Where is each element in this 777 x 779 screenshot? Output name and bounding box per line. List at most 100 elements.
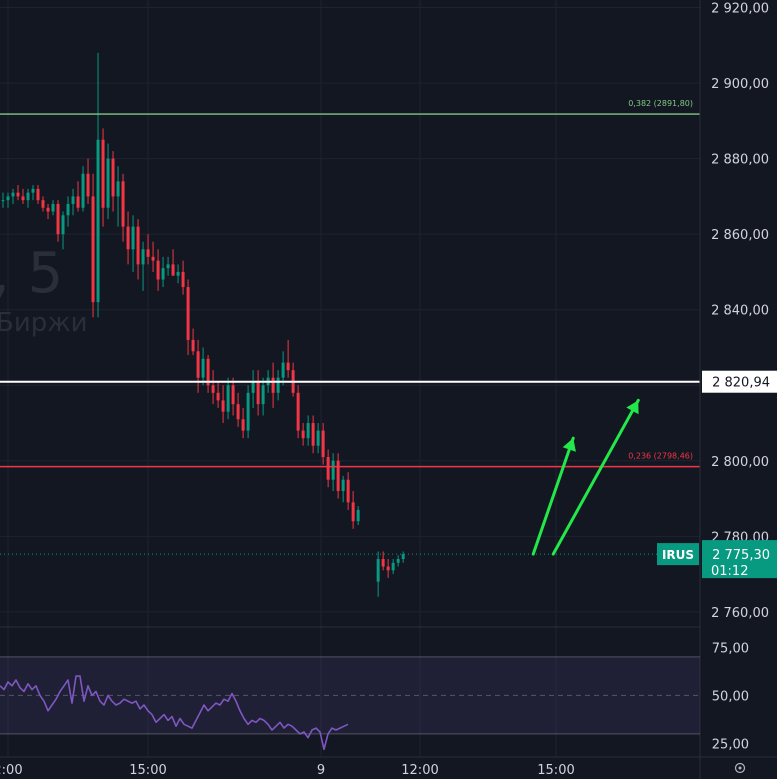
candle-body	[236, 404, 240, 420]
candle	[101, 128, 105, 227]
oscillator-tick-label: 25,00	[712, 738, 749, 753]
candle	[136, 219, 140, 280]
candle	[166, 256, 170, 276]
candle-body	[241, 419, 245, 431]
candle-body	[131, 226, 135, 250]
candle	[386, 559, 390, 578]
candle-body	[331, 460, 335, 480]
candle	[281, 351, 285, 386]
candle-body	[6, 196, 10, 201]
price-tick-label: 2 800,00	[711, 455, 769, 470]
candle	[56, 200, 60, 242]
candle-body	[246, 392, 250, 431]
candle-body	[31, 188, 35, 193]
candle	[116, 166, 120, 227]
candle-body	[311, 423, 315, 446]
candle	[206, 355, 210, 393]
candle	[256, 370, 260, 416]
candle	[356, 506, 360, 526]
trend-arrow[interactable]	[531, 436, 576, 556]
candle-body	[391, 562, 395, 571]
settings-icon[interactable]	[734, 762, 746, 774]
price-tick-label: 2 760,00	[711, 606, 769, 621]
candle-body	[56, 203, 60, 235]
candle-body	[346, 479, 350, 503]
candle	[246, 385, 250, 439]
candle	[271, 362, 275, 408]
candle-body	[381, 559, 385, 567]
candle-body	[286, 362, 290, 371]
candle	[201, 347, 205, 386]
candle-body	[301, 430, 305, 439]
candle-body	[206, 358, 210, 386]
candle-body	[151, 256, 155, 261]
candle-body	[176, 271, 180, 276]
candle-body	[231, 385, 235, 405]
time-tick-label: 2:00	[0, 763, 23, 778]
price-tick-label: 2 880,00	[711, 153, 769, 168]
candle-body	[11, 192, 15, 197]
candle-body	[351, 502, 355, 522]
candle-body	[81, 173, 85, 208]
candle	[296, 385, 300, 439]
candle	[31, 185, 35, 201]
trend-arrow[interactable]	[551, 398, 640, 556]
candle-body	[1, 200, 5, 202]
candle	[171, 249, 175, 276]
candle	[341, 475, 345, 503]
candle-body	[186, 287, 190, 340]
candle-body	[26, 192, 30, 201]
candle-body	[51, 203, 55, 212]
candle	[41, 196, 45, 212]
time-tick-label: 15:00	[129, 763, 166, 778]
candle-body	[156, 260, 160, 280]
candle	[391, 559, 395, 575]
candle	[191, 328, 195, 356]
candle	[216, 381, 220, 408]
candle-body	[256, 381, 260, 405]
oscillator-axis[interactable]: 75,00 50,00 25,00	[712, 641, 749, 752]
drawing-arrows[interactable]	[531, 398, 640, 556]
candle-body	[116, 181, 120, 197]
oscillator-band	[0, 656, 700, 734]
candle-body	[276, 377, 280, 393]
candle-body	[141, 249, 145, 265]
price-tick-label: 2 840,00	[711, 304, 769, 319]
time-tick-label: 12:00	[401, 763, 438, 778]
candle	[336, 453, 340, 499]
candle	[176, 264, 180, 284]
level-label: 0,382 (2891,80)	[628, 99, 693, 108]
candle	[141, 241, 145, 291]
candle	[1, 192, 5, 208]
candle	[286, 339, 290, 378]
oscillator-tick-label: 50,00	[712, 689, 749, 704]
candlestick-series	[1, 52, 405, 597]
candle	[146, 234, 150, 265]
arrow-head	[562, 438, 576, 452]
candle	[226, 377, 230, 420]
oscillator-tick-label: 75,00	[712, 641, 749, 656]
candle-body	[211, 385, 215, 393]
candle-body	[216, 392, 220, 401]
time-axis[interactable]: 2:00 15:00 9 12:00 15:00	[0, 756, 777, 778]
candle	[316, 423, 320, 454]
candle-body	[226, 385, 230, 412]
arrow-shaft	[531, 436, 575, 556]
candle	[376, 551, 380, 597]
candle-body	[166, 264, 170, 269]
candle	[261, 377, 265, 416]
candle	[96, 52, 100, 318]
candle-body	[36, 188, 40, 201]
bar-countdown: 01:12	[711, 564, 748, 579]
ticker-badge	[657, 543, 699, 566]
candle-body	[326, 457, 330, 480]
candle-body	[121, 181, 125, 227]
candle	[276, 370, 280, 401]
horizontal-levels[interactable]: 0,382 (2891,80) 0,236 (2798,46)	[0, 99, 700, 555]
candle-body	[221, 400, 225, 412]
candle	[51, 200, 55, 216]
candle	[331, 453, 335, 492]
candle-body	[316, 430, 320, 446]
